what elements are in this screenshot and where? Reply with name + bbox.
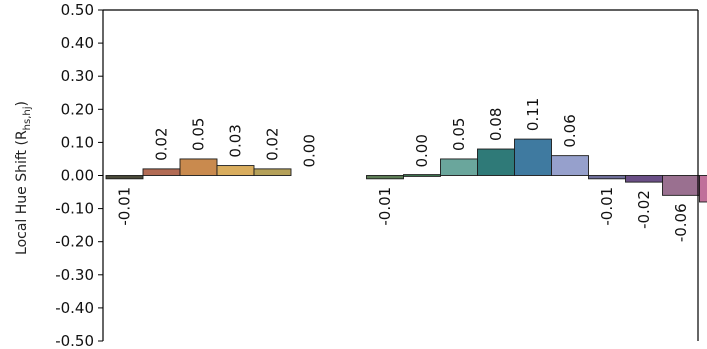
bar-value-label: 0.08	[487, 108, 505, 141]
bar-value-label: -0.01	[598, 187, 616, 226]
bar	[625, 175, 663, 183]
bar-value-label: 0.05	[450, 118, 468, 151]
y-tick-label: 0.30	[61, 67, 94, 85]
bar-value-label: 0.11	[524, 98, 542, 131]
bars: -0.01 0.02 0.05 0.03 0.02 0.00 -0.01 0.00 0.05 0.…	[105, 98, 707, 242]
y-tick-label: -0.40	[55, 299, 94, 317]
bar	[403, 174, 441, 177]
bar-value-label: 0.03	[227, 124, 245, 157]
bar-value-label: 0.02	[264, 127, 282, 160]
bar-value-label: 0.05	[190, 118, 208, 151]
bar-value-label: 0.00	[413, 134, 431, 167]
plot-frame	[103, 9, 699, 341]
bar-value-label: 0.06	[561, 114, 579, 147]
bar	[253, 168, 292, 176]
y-tick-label: -0.10	[55, 200, 94, 218]
bar	[662, 175, 700, 196]
bar	[588, 175, 626, 180]
y-tick-label: -0.20	[55, 233, 94, 251]
y-tick-label: 0.20	[61, 100, 94, 118]
bar	[366, 175, 404, 180]
bar	[142, 168, 181, 176]
bar	[179, 158, 218, 176]
y-tick-label: 0.00	[61, 167, 94, 185]
y-tick-label: -0.30	[55, 266, 94, 284]
bar-value-label: -0.01	[376, 187, 394, 226]
bar-value-label: 0.00	[301, 134, 319, 167]
y-tick-label: -0.50	[55, 332, 94, 349]
bar-value-label: 0.02	[153, 127, 171, 160]
bar	[699, 175, 707, 203]
y-tick-label: 0.10	[61, 133, 94, 151]
y-axis: 0.50 0.40 0.30 0.20 0.10 0.00 -0.10 -0.20 -0.30 -…	[55, 1, 104, 349]
bar	[105, 175, 144, 180]
bar	[551, 155, 589, 176]
y-tick-label: 0.50	[61, 1, 94, 19]
bar-value-label: -0.06	[672, 203, 690, 242]
bar	[216, 165, 255, 176]
y-tick-label: 0.40	[61, 34, 94, 52]
bar	[514, 138, 552, 176]
bar	[440, 158, 478, 176]
bar	[477, 148, 515, 176]
bar-value-label: -0.01	[116, 187, 134, 226]
y-axis-title: Local Hue Shift (Rhs,hj)	[14, 101, 33, 255]
bar-value-label: -0.02	[635, 190, 653, 229]
